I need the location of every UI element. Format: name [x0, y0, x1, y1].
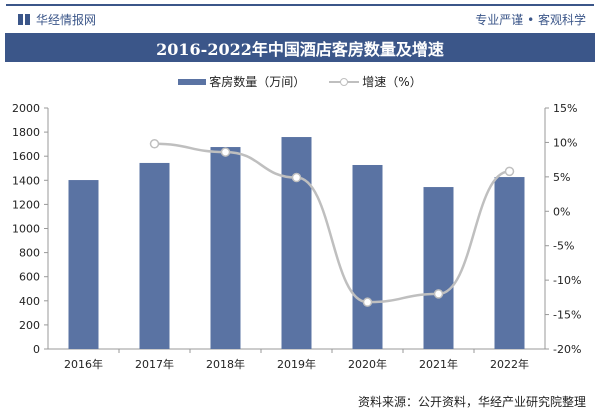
- x-tick-label: 2019年: [277, 357, 316, 371]
- x-tick-label: 2018年: [206, 357, 245, 371]
- legend-line: 增速（%）: [329, 73, 422, 90]
- left-tick-label: 200: [19, 319, 40, 332]
- left-tick-label: 1000: [12, 223, 40, 236]
- bar: [68, 180, 99, 349]
- left-tick-label: 800: [19, 247, 40, 260]
- brand-logo-icon: [18, 14, 30, 25]
- legend: 客房数量（万间） 增速（%）: [0, 73, 600, 90]
- x-tick-label: 2020年: [348, 357, 387, 371]
- brand: 华经情报网: [18, 11, 96, 28]
- right-tick-label: 0%: [553, 205, 570, 218]
- bar: [139, 162, 170, 349]
- legend-bar: 客房数量（万间）: [178, 73, 305, 90]
- brand-name: 华经情报网: [36, 13, 97, 27]
- right-tick-label: -10%: [553, 274, 581, 287]
- left-tick-label: 400: [19, 295, 40, 308]
- x-tick-label: 2022年: [490, 357, 529, 371]
- right-tick-label: -5%: [553, 240, 574, 253]
- right-tick-label: 10%: [553, 136, 577, 149]
- left-tick-label: 1200: [12, 198, 40, 211]
- growth-line: [154, 142, 510, 304]
- top-rule: [6, 4, 594, 6]
- left-tick-label: 0: [33, 343, 40, 356]
- right-tick-label: 15%: [553, 102, 577, 115]
- growth-point: [433, 289, 444, 299]
- source-note: 资料来源：公开资料，华经产业研究院整理: [357, 395, 586, 409]
- growth-point: [149, 139, 160, 149]
- right-tick-label: -20%: [553, 343, 581, 356]
- left-tick-label: 1600: [12, 150, 40, 163]
- bar-swatch-icon: [178, 78, 207, 85]
- growth-point: [220, 147, 231, 157]
- line-swatch-icon: [329, 77, 360, 86]
- growth-point: [291, 172, 302, 183]
- left-tick-label: 1400: [12, 174, 40, 187]
- left-tick-label: 2000: [12, 102, 40, 115]
- right-tick-label: -15%: [553, 309, 581, 322]
- bar: [210, 147, 241, 349]
- bar: [352, 164, 383, 349]
- x-tick-label: 2021年: [419, 357, 458, 371]
- slogan: 专业严谨 • 客观科学: [475, 13, 586, 27]
- left-tick-label: 600: [19, 271, 40, 284]
- chart-title: 2016-2022年中国酒店客房数量及增速: [5, 33, 595, 62]
- growth-point: [504, 166, 515, 177]
- right-tick-label: 5%: [553, 171, 570, 184]
- x-tick-label: 2017年: [135, 357, 174, 371]
- bar: [494, 177, 525, 349]
- left-tick-label: 1800: [12, 126, 40, 139]
- x-tick-label: 2016年: [64, 357, 103, 371]
- bar: [281, 137, 312, 349]
- bar: [423, 187, 454, 349]
- growth-point: [362, 297, 373, 307]
